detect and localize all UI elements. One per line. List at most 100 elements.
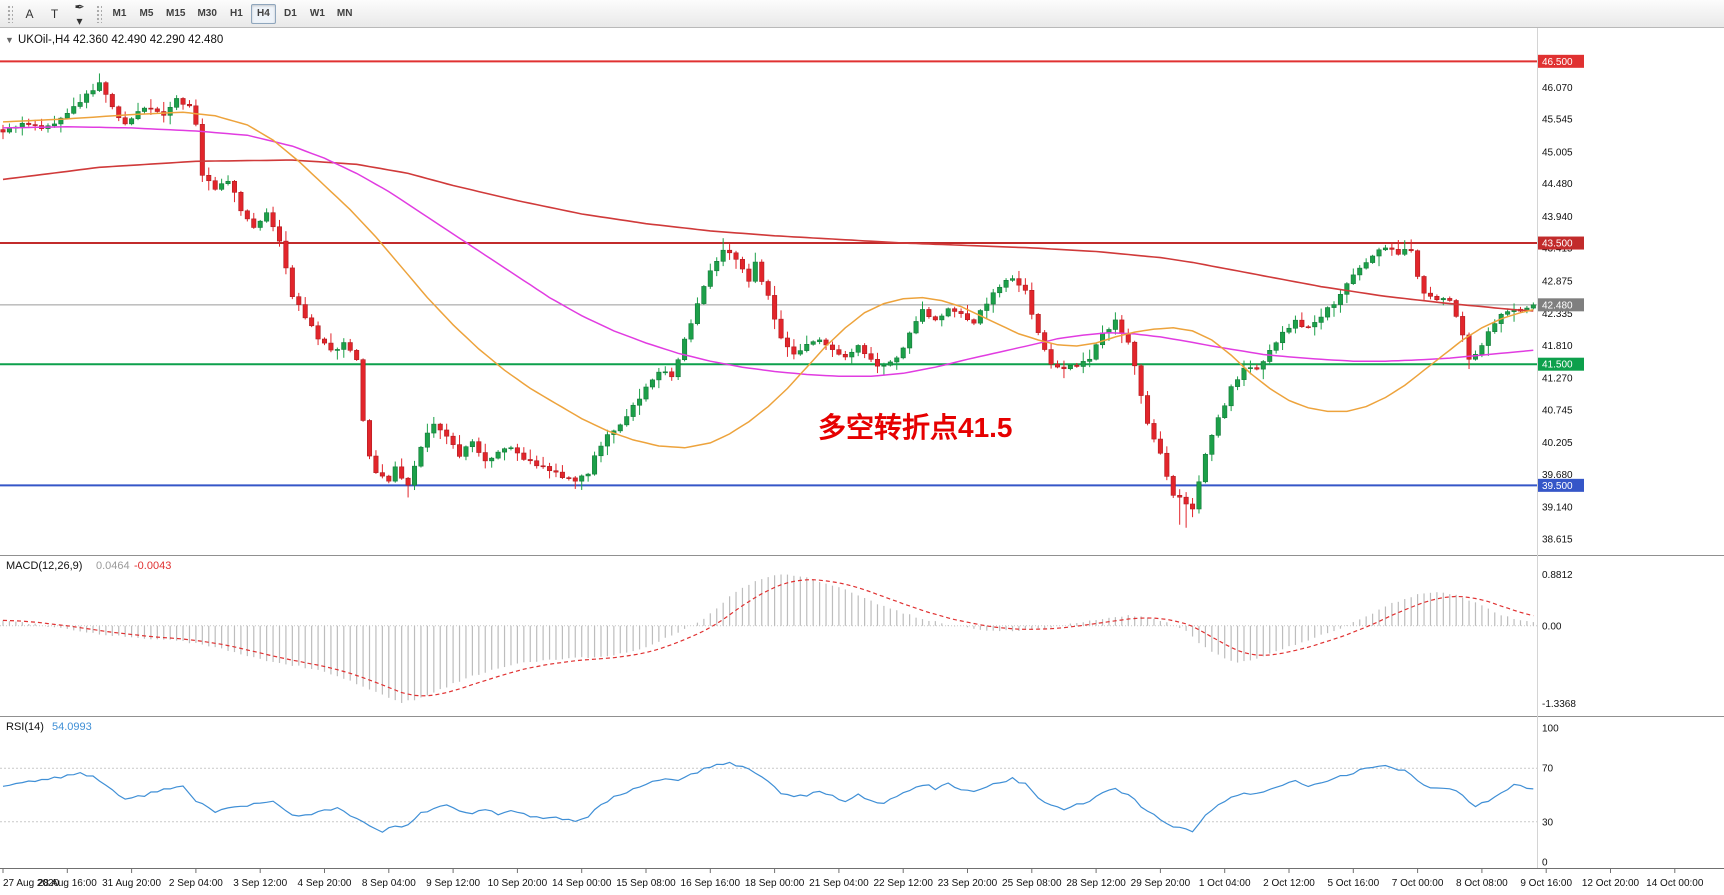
time-axis-label: 31 Aug 20:00 bbox=[102, 878, 161, 889]
time-axis-label: 9 Sep 12:00 bbox=[426, 878, 480, 889]
time-axis-label: 2 Sep 04:00 bbox=[169, 878, 223, 889]
time-axis-label: 25 Sep 08:00 bbox=[1002, 878, 1062, 889]
rsi-scale-label: 70 bbox=[1542, 764, 1554, 775]
price-scale-label: 45.545 bbox=[1542, 115, 1573, 126]
timeframe-button-m1[interactable]: M1 bbox=[107, 4, 132, 24]
time-axis-label: 14 Oct 00:00 bbox=[1646, 878, 1704, 889]
price-scale-label: 40.745 bbox=[1542, 405, 1573, 416]
price-scale-label: 41.810 bbox=[1542, 341, 1573, 352]
toolbar: A T ✒ ▾ M1 M5 M15 M30 H1 H4 D1 W1 MN bbox=[0, 0, 1724, 28]
time-axis-label: 3 Sep 12:00 bbox=[233, 878, 287, 889]
time-axis-label: 28 Sep 12:00 bbox=[1066, 878, 1126, 889]
timeframe-button-w1[interactable]: W1 bbox=[305, 4, 330, 24]
price-scale-label: 44.480 bbox=[1542, 179, 1573, 190]
time-axis-label: 7 Oct 00:00 bbox=[1392, 878, 1444, 889]
timeframe-button-m30[interactable]: M30 bbox=[192, 4, 221, 24]
time-axis-label: 28 Aug 16:00 bbox=[38, 878, 97, 889]
price-scale-label: 38.615 bbox=[1542, 534, 1573, 545]
tools-toolbar-grip[interactable] bbox=[7, 4, 13, 23]
time-axis-label: 27 Aug 2020 bbox=[3, 878, 60, 889]
macd-indicator-panel[interactable]: 0.8812 0.00 -1.3368 MACD(12,26,9) 0.0464 -0.0… bbox=[0, 555, 1724, 716]
timeframe-button-m15[interactable]: M15 bbox=[161, 4, 190, 24]
price-badge-41.500 bbox=[1538, 357, 1584, 371]
chart-title-ohlc: UKOil-,H4 42.360 42.490 42.290 42.480 bbox=[18, 34, 223, 46]
price-scale-label: 46.070 bbox=[1542, 83, 1573, 94]
horizontal-level-lines bbox=[0, 60, 1537, 487]
tool-button-text[interactable]: T bbox=[42, 3, 67, 25]
macd-histogram bbox=[2, 574, 1534, 703]
macd-scale[interactable]: 0.8812 0.00 -1.3368 bbox=[1537, 555, 1577, 716]
price-scale-label: 43.940 bbox=[1542, 212, 1573, 223]
timeframe-button-mn[interactable]: MN bbox=[332, 4, 358, 24]
slow-ma-red bbox=[2, 159, 1534, 312]
time-axis-label: 18 Sep 00:00 bbox=[745, 878, 805, 889]
price-badge-text: 46.500 bbox=[1542, 57, 1573, 68]
price-scale-label: 45.005 bbox=[1542, 147, 1573, 158]
rsi-scale-label: 30 bbox=[1542, 817, 1554, 828]
rsi-canvas: 100 70 30 0 RSI(14) 54.0993 bbox=[0, 716, 1724, 868]
time-axis-label: 12 Oct 20:00 bbox=[1582, 878, 1640, 889]
price-scale[interactable]: 46.07045.54545.00544.48043.94043.41542.8… bbox=[1537, 28, 1585, 555]
price-badge-text: 39.500 bbox=[1542, 481, 1573, 492]
timeframe-toolbar-grip[interactable] bbox=[96, 4, 102, 23]
timeframe-button-d1[interactable]: D1 bbox=[278, 4, 303, 24]
annotation-text[interactable]: 多空转折点41.5 bbox=[818, 411, 1013, 443]
collapse-triangle-icon[interactable]: ▼ bbox=[5, 35, 14, 45]
time-axis-label: 16 Sep 16:00 bbox=[681, 878, 741, 889]
chart-area: 多空转折点41.5 46.070 45.545 45.005 44.480 43.940 4… bbox=[0, 28, 1724, 895]
timeframe-buttons: M1 M5 M15 M30 H1 H4 D1 W1 MN bbox=[106, 3, 358, 24]
price-badge-text: 41.500 bbox=[1542, 360, 1573, 371]
rsi-label: RSI(14) bbox=[6, 721, 44, 733]
timeframe-button-m5[interactable]: M5 bbox=[134, 4, 159, 24]
rsi-indicator-panel[interactable]: 100 70 30 0 RSI(14) 54.0993 bbox=[0, 716, 1724, 868]
time-axis-label: 23 Sep 20:00 bbox=[938, 878, 998, 889]
price-scale-label: 42.335 bbox=[1542, 309, 1573, 320]
mid-ma-magenta bbox=[2, 125, 1534, 378]
rsi-value: 54.0993 bbox=[52, 721, 92, 733]
time-axis-label: 1 Oct 04:00 bbox=[1199, 878, 1251, 889]
timeframe-button-h4[interactable]: H4 bbox=[250, 3, 276, 24]
macd-label: MACD(12,26,9) bbox=[6, 560, 82, 572]
time-axis-label: 8 Oct 08:00 bbox=[1456, 878, 1508, 889]
price-badge-42.480 bbox=[1538, 298, 1584, 312]
price-scale-label: 41.270 bbox=[1542, 374, 1573, 385]
price-badge-text: 43.500 bbox=[1542, 239, 1573, 250]
time-axis-label: 14 Sep 00:00 bbox=[552, 878, 612, 889]
price-scale-label: 39.680 bbox=[1542, 470, 1573, 481]
time-axis-label: 15 Sep 08:00 bbox=[616, 878, 676, 889]
time-axis-label: 5 Oct 16:00 bbox=[1327, 878, 1379, 889]
rsi-scale-label: 100 bbox=[1542, 724, 1559, 735]
time-axis-label: 22 Sep 12:00 bbox=[873, 878, 933, 889]
rsi-line bbox=[2, 761, 1534, 833]
macd-signal-line bbox=[2, 579, 1534, 697]
fast-ma-orange bbox=[2, 111, 1534, 449]
macd-scale-label: 0.8812 bbox=[1542, 570, 1573, 581]
macd-scale-label: -1.3368 bbox=[1542, 699, 1576, 710]
price-badge-46.500 bbox=[1538, 54, 1584, 68]
macd-signal-value: -0.0043 bbox=[134, 560, 171, 572]
time-axis-label: 2 Oct 12:00 bbox=[1263, 878, 1315, 889]
time-axis-label: 10 Sep 20:00 bbox=[488, 878, 548, 889]
price-badge-text: 42.480 bbox=[1542, 300, 1573, 311]
macd-canvas: 0.8812 0.00 -1.3368 MACD(12,26,9) 0.0464 -0.0… bbox=[0, 555, 1724, 716]
main-chart-canvas: 多空转折点41.5 46.070 45.545 45.005 44.480 43.940 4… bbox=[0, 28, 1585, 555]
time-axis-label: 21 Sep 04:00 bbox=[809, 878, 869, 889]
time-axis-label: 4 Sep 20:00 bbox=[298, 878, 352, 889]
tool-button-label-a[interactable]: A bbox=[17, 3, 42, 25]
rsi-scale-label: 0 bbox=[1542, 858, 1548, 869]
rsi-scale[interactable]: 100 70 30 0 bbox=[1537, 716, 1560, 869]
time-axis-label: 9 Oct 16:00 bbox=[1520, 878, 1572, 889]
candlesticks bbox=[0, 73, 1536, 528]
time-axis-label: 8 Sep 04:00 bbox=[362, 878, 416, 889]
macd-main-value: 0.0464 bbox=[96, 560, 130, 572]
time-axis[interactable]: 27 Aug 2020 28 Aug 16:00 31 Aug 20:00 2 Sep… bbox=[0, 868, 1724, 895]
tool-button-draw-tools-dropdown[interactable]: ✒ ▾ bbox=[67, 0, 92, 28]
price-scale-label: 40.205 bbox=[1542, 438, 1573, 449]
macd-scale-label: 0.00 bbox=[1542, 621, 1562, 632]
time-axis-label: 29 Sep 20:00 bbox=[1131, 878, 1191, 889]
timeframe-button-h1[interactable]: H1 bbox=[224, 4, 249, 24]
price-scale-label: 39.140 bbox=[1542, 503, 1573, 514]
main-chart-panel[interactable]: 多空转折点41.5 46.070 45.545 45.005 44.480 43.940 4… bbox=[0, 28, 1724, 555]
